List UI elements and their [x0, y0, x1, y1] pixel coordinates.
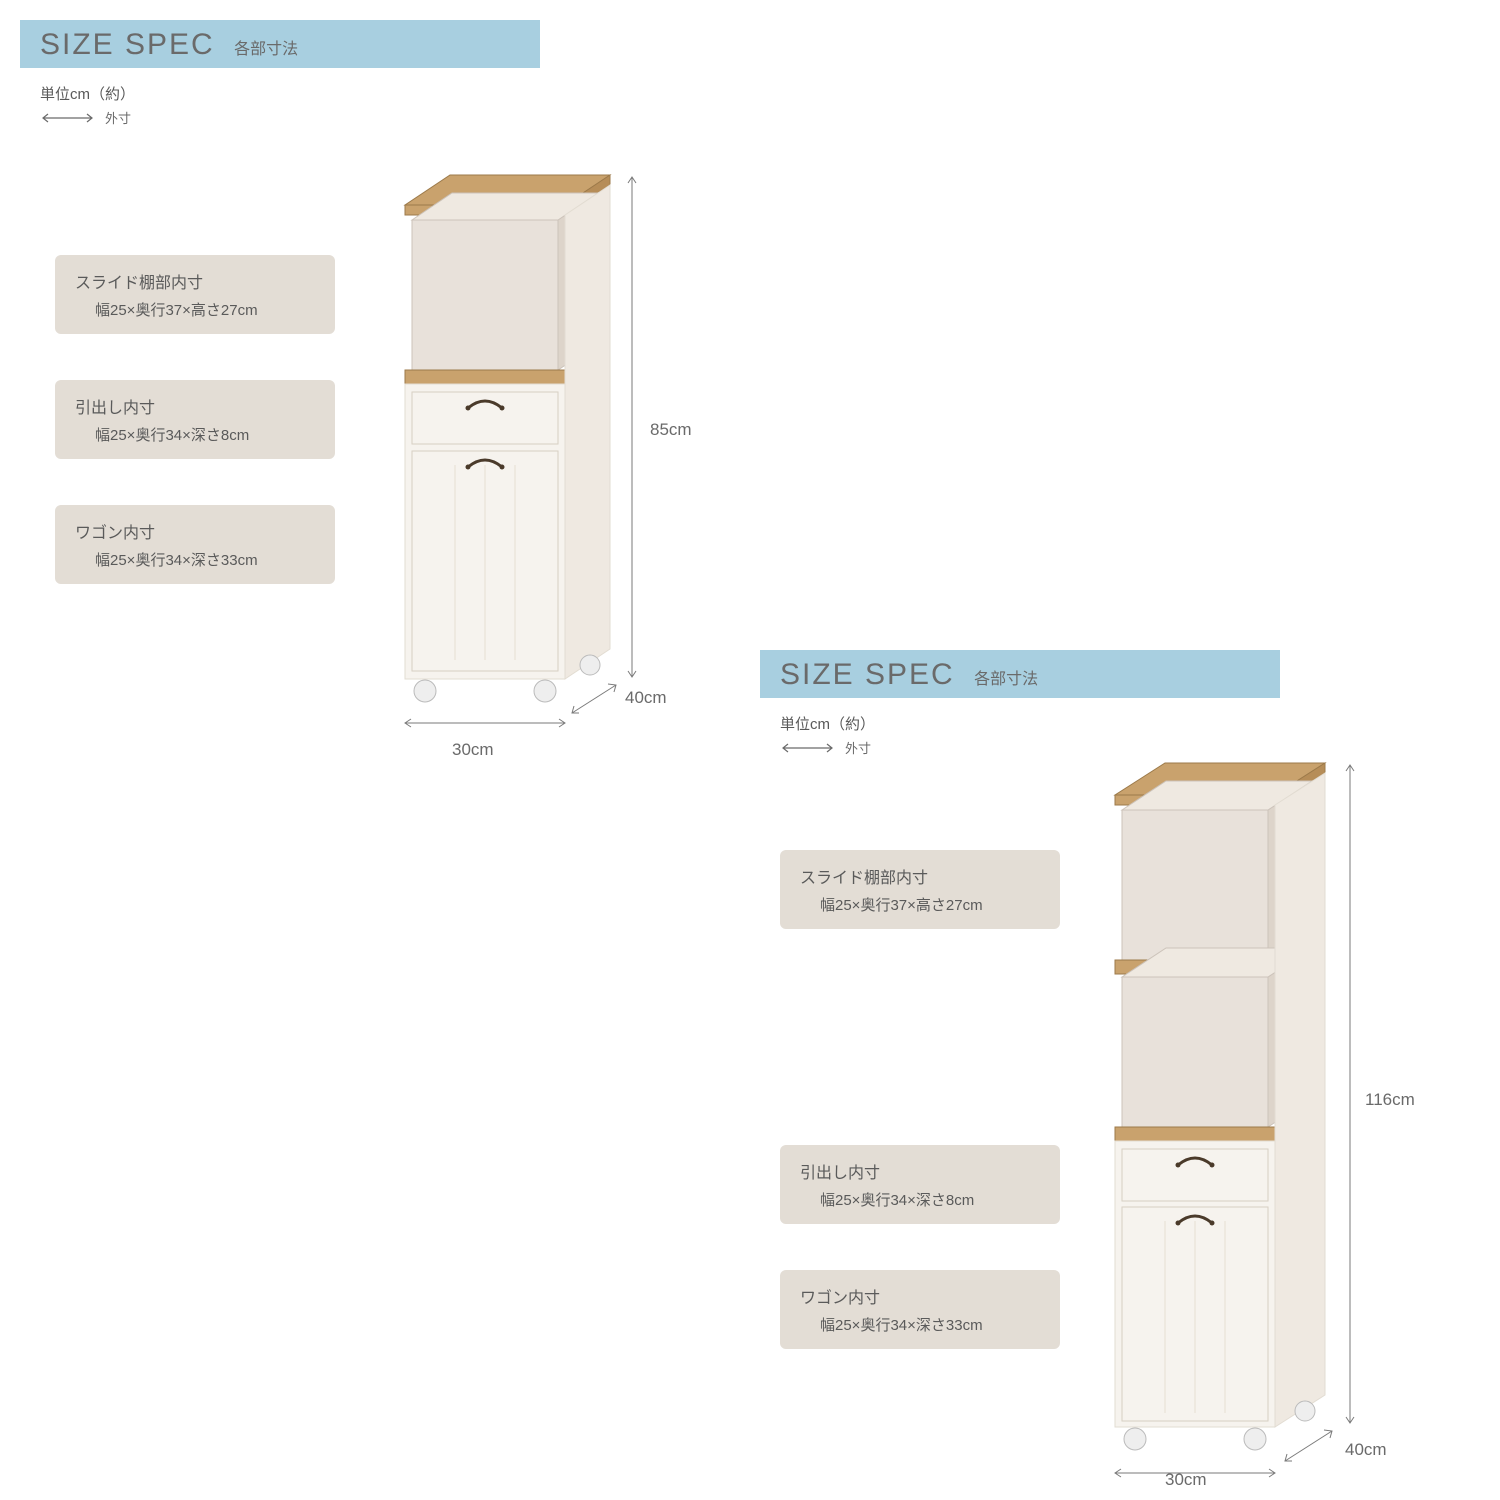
header-subtitle: 各部寸法	[974, 665, 1038, 689]
dim-width: 30cm	[1165, 1470, 1207, 1490]
spec-panel-tall: SIZE SPEC 各部寸法 単位cm（約） 外寸 スライド棚部内寸 幅25×奥…	[760, 650, 1500, 1490]
outer-label: 外寸	[105, 108, 131, 127]
cabinet-short	[390, 165, 650, 735]
header-bar: SIZE SPEC 各部寸法	[760, 650, 1280, 698]
cabinet-svg	[390, 165, 650, 735]
outer-label: 外寸	[845, 738, 871, 757]
dim-depth: 40cm	[625, 688, 667, 708]
header-title: SIZE SPEC	[40, 28, 215, 62]
dim-height: 116cm	[1365, 1090, 1415, 1110]
header-subtitle: 各部寸法	[234, 35, 298, 59]
header-bar: SIZE SPEC 各部寸法	[20, 20, 540, 68]
unit-note: 単位cm（約）	[780, 713, 1500, 734]
cabinet-tall	[1100, 755, 1390, 1485]
outer-arrow-legend: 外寸	[40, 108, 760, 127]
double-arrow-icon	[780, 742, 835, 754]
tag-title: 引出し内寸	[800, 1159, 1040, 1183]
tag-title: スライド棚部内寸	[75, 269, 315, 293]
tag-dims: 幅25×奥行34×深さ8cm	[95, 424, 315, 445]
tag-drawer: 引出し内寸 幅25×奥行34×深さ8cm	[780, 1145, 1060, 1224]
tag-title: ワゴン内寸	[75, 519, 315, 543]
tag-title: 引出し内寸	[75, 394, 315, 418]
dim-width: 30cm	[452, 740, 494, 760]
dim-depth: 40cm	[1345, 1440, 1387, 1460]
tag-dims: 幅25×奥行34×深さ8cm	[820, 1189, 1040, 1210]
tag-title: スライド棚部内寸	[800, 864, 1040, 888]
cabinet-svg	[1100, 755, 1390, 1485]
tag-slide-shelf: スライド棚部内寸 幅25×奥行37×高さ27cm	[780, 850, 1060, 929]
tag-dims: 幅25×奥行34×深さ33cm	[95, 549, 315, 570]
tag-title: ワゴン内寸	[800, 1284, 1040, 1308]
double-arrow-icon	[40, 112, 95, 124]
tag-wagon: ワゴン内寸 幅25×奥行34×深さ33cm	[780, 1270, 1060, 1349]
tag-wagon: ワゴン内寸 幅25×奥行34×深さ33cm	[55, 505, 335, 584]
header-title: SIZE SPEC	[780, 658, 955, 692]
tag-slide-shelf: スライド棚部内寸 幅25×奥行37×高さ27cm	[55, 255, 335, 334]
tag-dims: 幅25×奥行37×高さ27cm	[820, 894, 1040, 915]
spec-panel-short: SIZE SPEC 各部寸法 単位cm（約） 外寸 スライド棚部内寸 幅25×奥…	[20, 20, 760, 760]
unit-note: 単位cm（約）	[40, 83, 760, 104]
tag-dims: 幅25×奥行37×高さ27cm	[95, 299, 315, 320]
tag-dims: 幅25×奥行34×深さ33cm	[820, 1314, 1040, 1335]
dim-height: 85cm	[650, 420, 692, 440]
tag-drawer: 引出し内寸 幅25×奥行34×深さ8cm	[55, 380, 335, 459]
